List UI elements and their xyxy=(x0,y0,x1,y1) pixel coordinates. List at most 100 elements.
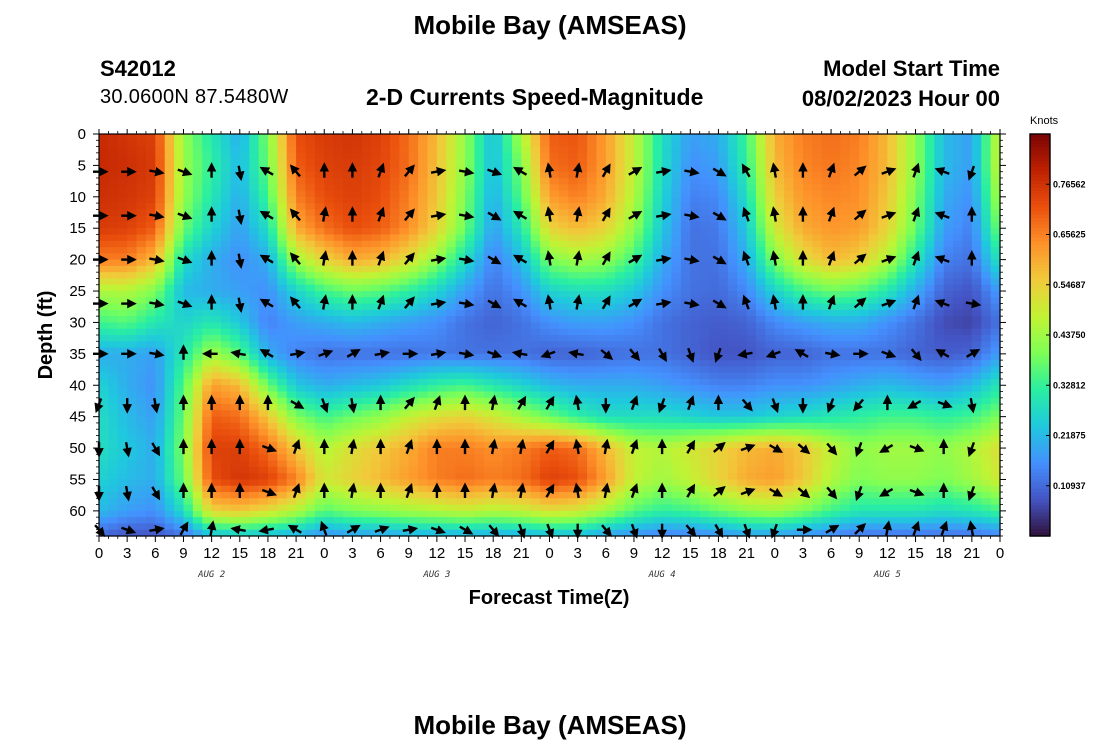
heat-cell xyxy=(493,284,504,292)
heat-cell xyxy=(915,391,926,399)
heat-cell xyxy=(596,203,607,210)
heat-cell xyxy=(108,303,119,311)
heat-cell xyxy=(202,284,213,292)
heat-cell xyxy=(296,265,307,273)
heat-cell xyxy=(568,291,579,298)
heat-cell xyxy=(389,278,400,286)
heat-cell xyxy=(784,335,795,342)
heat-cell xyxy=(474,203,485,210)
heat-cell xyxy=(483,322,494,330)
heat-cell xyxy=(690,140,701,148)
heat-cell xyxy=(521,416,532,424)
heat-cell xyxy=(868,284,879,292)
heat-cell xyxy=(239,435,250,443)
heat-cell xyxy=(211,221,222,229)
heat-cell xyxy=(671,253,682,261)
heat-cell xyxy=(849,378,860,386)
heat-cell xyxy=(211,215,222,223)
heat-cell xyxy=(924,234,935,242)
heat-cell xyxy=(840,152,851,160)
heat-cell xyxy=(680,448,691,455)
heat-cell xyxy=(521,234,532,242)
heat-cell xyxy=(774,429,785,437)
heat-cell xyxy=(868,316,879,324)
heat-cell xyxy=(699,265,710,273)
heat-cell xyxy=(230,152,241,160)
heat-cell xyxy=(868,391,879,399)
heat-cell xyxy=(877,272,888,280)
heat-cell xyxy=(511,322,522,330)
heat-cell xyxy=(718,203,729,210)
heat-cell xyxy=(455,196,466,204)
heat-cell xyxy=(511,240,522,248)
heat-cell xyxy=(249,448,260,455)
heat-cell xyxy=(587,265,598,273)
heat-cell xyxy=(465,278,476,286)
heat-cell xyxy=(587,322,598,330)
heat-cell xyxy=(812,152,823,160)
heat-cell xyxy=(971,435,982,443)
heat-cell xyxy=(962,203,973,210)
heat-cell xyxy=(793,278,804,286)
heat-cell xyxy=(868,404,879,411)
heat-cell xyxy=(784,278,795,286)
heat-cell xyxy=(840,272,851,280)
heat-cell xyxy=(577,335,588,342)
heat-cell xyxy=(906,347,917,355)
heat-cell xyxy=(145,322,156,330)
heat-cell xyxy=(558,448,569,455)
heat-cell xyxy=(249,441,260,449)
heat-cell xyxy=(849,441,860,449)
heat-cell xyxy=(521,404,532,411)
heat-cell xyxy=(755,404,766,411)
heat-cell xyxy=(971,441,982,449)
heat-cell xyxy=(314,347,325,355)
heat-cell xyxy=(633,309,644,317)
heat-cell xyxy=(389,284,400,292)
heat-cell xyxy=(380,360,391,368)
heat-cell xyxy=(202,316,213,324)
heat-cell xyxy=(511,410,522,418)
heat-cell xyxy=(455,159,466,167)
heat-cell xyxy=(887,335,898,342)
heat-cell xyxy=(652,309,663,317)
heat-cell xyxy=(821,272,832,280)
heat-cell xyxy=(934,322,945,330)
heat-cell xyxy=(906,184,917,192)
heat-cell xyxy=(296,272,307,280)
heat-cell xyxy=(343,221,354,229)
heat-cell xyxy=(812,360,823,368)
heat-cell xyxy=(680,146,691,154)
heat-cell xyxy=(633,397,644,405)
heat-cell xyxy=(605,291,616,298)
heat-cell xyxy=(408,366,419,374)
heat-cell xyxy=(953,404,964,411)
heat-cell xyxy=(699,159,710,167)
heat-cell xyxy=(277,152,288,160)
heat-cell xyxy=(840,347,851,355)
heat-cell xyxy=(155,177,166,185)
heat-cell xyxy=(221,341,231,349)
heat-cell xyxy=(408,159,419,167)
heat-cell xyxy=(352,196,363,204)
heat-cell xyxy=(305,265,316,273)
heat-cell xyxy=(624,190,635,198)
heat-cell xyxy=(174,435,185,443)
heat-cell xyxy=(784,416,795,424)
heat-cell xyxy=(502,165,513,173)
heat-cell xyxy=(521,134,532,141)
heat-cell xyxy=(99,278,109,286)
heat-cell xyxy=(455,228,466,236)
heat-cell xyxy=(324,165,335,173)
heat-cell xyxy=(511,309,522,317)
heat-cell xyxy=(924,291,935,298)
heat-cell xyxy=(774,240,785,248)
heat-cell xyxy=(605,247,616,254)
heat-cell xyxy=(896,240,907,248)
heat-cell xyxy=(840,378,851,386)
heat-cell xyxy=(727,203,738,210)
heat-cell xyxy=(643,322,654,330)
heat-cell xyxy=(849,159,860,167)
heat-cell xyxy=(333,454,344,462)
heat-cell xyxy=(305,391,316,399)
